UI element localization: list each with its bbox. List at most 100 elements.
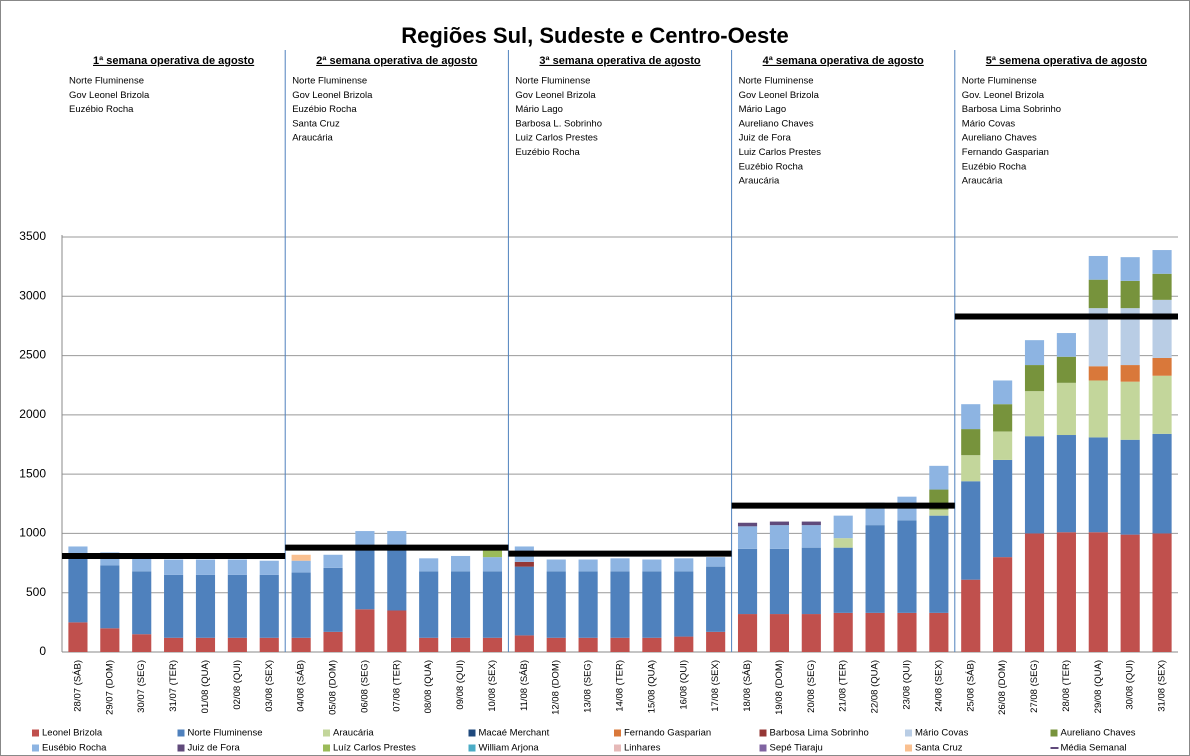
bar-segment bbox=[387, 531, 407, 548]
x-tick-label: 06/08 (SEG) bbox=[359, 660, 370, 713]
week-title: 2ª semana operativa de agosto bbox=[316, 55, 477, 67]
bar-segment bbox=[706, 566, 726, 632]
legend-swatch bbox=[905, 729, 912, 737]
x-tick-label: 03/08 (SEX) bbox=[264, 660, 275, 712]
bar-segment bbox=[1088, 532, 1108, 652]
x-tick-label: 02/08 (QUI) bbox=[232, 660, 243, 710]
week-plant: Mário Lago bbox=[515, 104, 563, 115]
bar-segment bbox=[1120, 439, 1140, 535]
legend-swatch bbox=[759, 729, 767, 737]
bar-segment bbox=[674, 636, 694, 652]
bar-segment bbox=[993, 459, 1013, 558]
bar-segment bbox=[929, 509, 949, 516]
bar-segment bbox=[737, 614, 758, 652]
week-plant: Euzébio Rocha bbox=[739, 161, 804, 172]
x-tick-label: 16/08 (QUI) bbox=[678, 660, 689, 710]
week-plant: Euzébio Rocha bbox=[962, 161, 1027, 172]
y-tick-label: 3500 bbox=[19, 229, 46, 243]
bar-segment bbox=[100, 565, 120, 629]
x-tick-label: 28/07 (SÁB) bbox=[72, 660, 83, 712]
bar-segment bbox=[419, 558, 439, 572]
bar-segment bbox=[164, 559, 184, 575]
bar-segment bbox=[259, 574, 279, 638]
bar-segment bbox=[323, 554, 343, 568]
legend-swatch bbox=[905, 744, 912, 752]
bar-segment bbox=[323, 567, 343, 632]
week-plant: Gov Leonel Brizola bbox=[739, 90, 820, 101]
legend-label: Barbosa Lima Sobrinho bbox=[770, 728, 869, 739]
bar-segment bbox=[833, 612, 853, 652]
x-tick-label: 28/08 (TER) bbox=[1061, 660, 1072, 712]
bar-segment bbox=[1152, 250, 1172, 274]
bar-segment bbox=[993, 380, 1013, 405]
bar-segment bbox=[482, 557, 503, 572]
week-plant: Norte Fluminense bbox=[69, 76, 144, 87]
bar-segment bbox=[993, 404, 1013, 432]
week-plant: Aureliano Chaves bbox=[739, 118, 814, 129]
bar-segment bbox=[546, 637, 566, 652]
y-tick-label: 2000 bbox=[19, 407, 46, 421]
bar-segment bbox=[1120, 365, 1140, 382]
bar-segment bbox=[674, 571, 694, 637]
bar-segment bbox=[833, 538, 853, 548]
legend-label: Juiz de Fora bbox=[188, 743, 241, 754]
bar-segment bbox=[769, 521, 789, 526]
x-tick-label: 30/08 (QUI) bbox=[1125, 660, 1136, 710]
week-plant: Fernando Gasparian bbox=[962, 147, 1049, 158]
legend-label: Linhares bbox=[624, 743, 661, 754]
bar-segment bbox=[419, 571, 439, 638]
week-plant: Juiz de Fora bbox=[739, 133, 792, 144]
bar-segment bbox=[1088, 437, 1108, 533]
bar-segment bbox=[961, 481, 981, 580]
week-plant: Aureliano Chaves bbox=[962, 133, 1037, 144]
week-plant: Araucária bbox=[739, 176, 780, 187]
bar-segment bbox=[355, 546, 375, 610]
bar-segment bbox=[833, 515, 853, 539]
bar-segment bbox=[514, 561, 534, 567]
bar-segment bbox=[1056, 382, 1076, 436]
legend-label: Sepé Tiaraju bbox=[770, 743, 823, 754]
x-tick-label: 31/08 (SEX) bbox=[1157, 660, 1168, 712]
legend-swatch bbox=[614, 729, 621, 737]
bar-segment bbox=[323, 631, 343, 652]
bar-segment bbox=[68, 546, 88, 558]
bar-segment bbox=[865, 612, 885, 652]
bar-segment bbox=[1152, 357, 1172, 376]
week-plant: Luiz Carlos Prestes bbox=[515, 133, 598, 144]
bar-segment bbox=[1056, 333, 1076, 357]
x-tick-label: 19/08 (DOM) bbox=[774, 660, 785, 715]
week-title: 3ª semana operativa de agosto bbox=[539, 55, 700, 67]
legend-label: Leonel Brizola bbox=[42, 728, 103, 739]
week-plant: Mário Covas bbox=[962, 118, 1016, 129]
legend-swatch bbox=[32, 729, 39, 737]
y-tick-label: 1500 bbox=[19, 466, 46, 480]
bar-segment bbox=[1152, 273, 1172, 300]
bar-segment bbox=[387, 547, 407, 611]
bar-segment bbox=[1152, 375, 1172, 434]
bar-segment bbox=[100, 628, 120, 652]
legend-label: Araucária bbox=[333, 728, 374, 739]
bar-segment bbox=[1120, 308, 1140, 366]
bar-segment bbox=[482, 550, 503, 558]
bar-segment bbox=[195, 574, 216, 638]
bar-segment bbox=[1024, 533, 1045, 652]
x-tick-label: 20/08 (SEG) bbox=[806, 660, 817, 713]
y-tick-label: 3000 bbox=[19, 288, 46, 302]
x-tick-label: 17/08 (SEX) bbox=[710, 660, 721, 712]
bar-segment bbox=[578, 559, 598, 572]
x-tick-label: 27/08 (SEG) bbox=[1029, 660, 1040, 713]
bar-segment bbox=[1088, 380, 1108, 438]
week-plant: Gov Leonel Brizola bbox=[69, 90, 150, 101]
bar-segment bbox=[164, 574, 184, 638]
legend-swatch bbox=[323, 729, 330, 737]
legend-swatch bbox=[614, 744, 621, 752]
x-tick-label: 11/08 (SÁB) bbox=[519, 660, 530, 711]
legend-label: Santa Cruz bbox=[915, 743, 963, 754]
bar-segment bbox=[68, 557, 88, 623]
bar-segment bbox=[1088, 279, 1108, 309]
week-plant: Norte Fluminense bbox=[515, 76, 590, 87]
week-plant: Euzébio Rocha bbox=[292, 104, 357, 115]
bar-segment bbox=[578, 637, 598, 652]
legend-label: Eusébio Rocha bbox=[42, 743, 107, 754]
